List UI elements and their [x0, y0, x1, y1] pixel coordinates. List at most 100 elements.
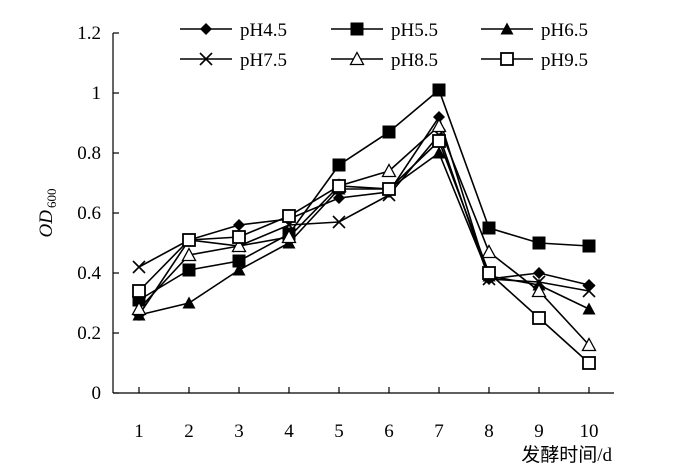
legend-marker [200, 23, 212, 35]
legend-label: pH8.5 [391, 50, 438, 71]
data-point-ph7-5-stroke-b [132, 260, 146, 274]
data-point-ph8-5 [581, 337, 597, 352]
data-point-ph7-5 [332, 215, 346, 229]
data-point-ph5-5-shape [432, 83, 446, 97]
data-point-ph9-5-shape [232, 230, 246, 244]
data-point-ph4-5 [583, 279, 595, 291]
data-point-ph6-5 [182, 296, 196, 309]
data-point-ph4-5-shape [583, 279, 595, 291]
data-point-ph4-5 [233, 219, 245, 231]
data-point-ph8-5 [231, 238, 247, 253]
y-tick-label: 1.2 [77, 23, 101, 44]
data-point-ph8-5 [531, 283, 547, 298]
legend-item-ph7-5: pH7.5 [180, 50, 287, 71]
legend-item-ph4-5: pH4.5 [180, 20, 287, 41]
x-axis-title: 发酵时间/d [521, 444, 612, 466]
data-point-ph6-5-shape [182, 296, 196, 309]
data-point-ph9-5 [382, 182, 396, 196]
data-point-ph9-5 [232, 230, 246, 244]
data-point-ph8-5 [481, 244, 497, 259]
y-tick-label: 0.4 [77, 263, 101, 284]
data-point-ph4-5 [433, 111, 445, 123]
data-point-ph9-5-shape [132, 284, 146, 298]
legend-label: pH9.5 [541, 50, 588, 71]
y-axis-title: OD600 [36, 189, 59, 238]
data-point-ph5-5-shape [532, 236, 546, 250]
data-point-ph8-5-shape [481, 244, 497, 259]
data-point-ph9-5 [132, 284, 146, 298]
legend-marker-shape [500, 22, 514, 35]
data-point-ph9-5-shape [282, 209, 296, 223]
legend-label: pH7.5 [240, 50, 287, 71]
x-tick-label: 5 [334, 421, 344, 442]
x-tick-label: 9 [534, 421, 544, 442]
data-point-ph6-5-shape [432, 146, 446, 159]
series-line-ph5-5 [138, 88, 590, 301]
data-point-ph5-5-shape [182, 263, 196, 277]
x-tick-label: 8 [484, 421, 494, 442]
legend-marker [350, 22, 364, 36]
series-group [131, 83, 597, 370]
x-ticks: 1 2 3 4 5 6 7 8 9 10 [134, 387, 599, 442]
data-point-ph7-5-stroke-b [532, 275, 546, 289]
data-point-ph4-5-shape [433, 111, 445, 123]
data-point-ph9-5 [432, 134, 446, 148]
y-tick-label: 0.8 [77, 143, 101, 164]
y-ticks: 0 0.2 0.4 0.6 0.8 1 1.2 [77, 23, 119, 404]
data-point-ph7-5 [132, 260, 146, 274]
legend-marker-shape [500, 52, 514, 66]
data-point-ph7-5 [582, 284, 596, 298]
series-ph9-5 [132, 134, 596, 370]
legend-label: pH4.5 [240, 20, 287, 41]
legend: pH4.5 pH5.5 pH6.5 pH7.5 pH8.5 pH9.5 [180, 20, 588, 71]
data-point-ph9-5-shape [332, 179, 346, 193]
data-point-ph8-5-shape [531, 283, 547, 298]
data-point-ph6-5 [232, 263, 246, 276]
data-point-ph9-5 [482, 266, 496, 280]
data-point-ph8-5-shape [581, 337, 597, 352]
data-point-ph5-5 [182, 263, 196, 277]
data-point-ph6-5 [432, 146, 446, 159]
data-point-ph8-5-shape [231, 238, 247, 253]
legend-marker [500, 52, 514, 66]
legend-marker-stroke-b [199, 52, 213, 66]
data-point-ph8-5 [131, 301, 147, 316]
x-tick-label: 4 [284, 421, 294, 442]
x-tick-label: 7 [434, 421, 444, 442]
legend-marker [199, 52, 213, 66]
legend-item-ph9-5: pH9.5 [481, 50, 588, 71]
x-tick-label: 1 [134, 421, 144, 442]
data-point-ph5-5-shape [332, 158, 346, 172]
series-line-ph8-5 [138, 124, 590, 346]
data-point-ph5-5 [432, 83, 446, 97]
series-line-ph4-5 [138, 115, 590, 316]
data-point-ph4-5-shape [333, 192, 345, 204]
data-point-ph9-5-shape [482, 266, 496, 280]
y-tick-label: 0 [92, 383, 102, 404]
data-point-ph4-5 [533, 267, 545, 279]
series-line-ph7-5 [138, 133, 590, 292]
data-point-ph9-5 [332, 179, 346, 193]
data-point-ph8-5-shape [431, 118, 447, 133]
data-point-ph8-5-shape [281, 229, 297, 244]
data-point-ph5-5-shape [232, 254, 246, 268]
data-point-ph9-5 [582, 356, 596, 370]
data-point-ph5-5 [382, 125, 396, 139]
legend-item-ph8-5: pH8.5 [331, 50, 438, 71]
y-tick-label: 0.2 [77, 323, 101, 344]
x-tick-label: 6 [384, 421, 394, 442]
data-point-ph5-5 [482, 221, 496, 235]
legend-item-ph5-5: pH5.5 [331, 20, 438, 41]
series-line-ph9-5 [138, 139, 590, 364]
data-point-ph6-5-shape [232, 263, 246, 276]
data-point-ph8-5 [381, 163, 397, 178]
data-point-ph9-5-shape [382, 182, 396, 196]
data-point-ph9-5-shape [532, 311, 546, 325]
y-tick-label: 1 [92, 83, 102, 104]
data-point-ph5-5 [232, 254, 246, 268]
legend-item-ph6-5: pH6.5 [481, 20, 588, 41]
data-point-ph9-5 [532, 311, 546, 325]
data-point-ph6-5-shape [582, 302, 596, 315]
y-axis-title-subscript: 600 [44, 189, 59, 209]
axes [112, 33, 614, 394]
